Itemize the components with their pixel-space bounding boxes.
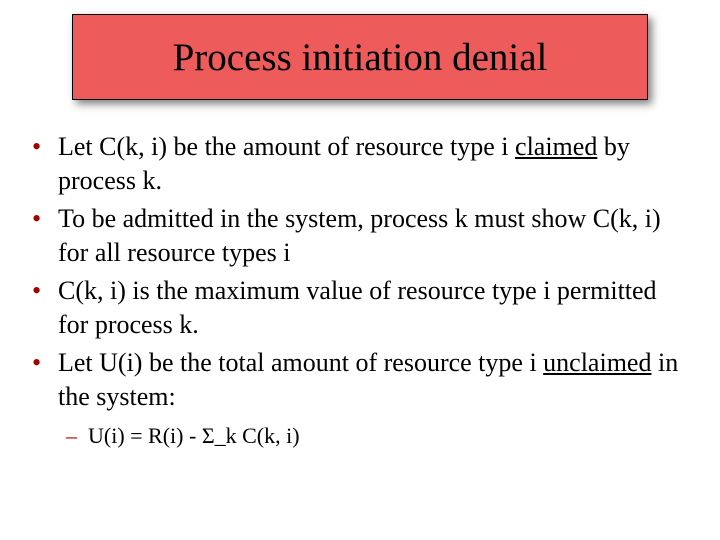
bullet-underlined: unclaimed bbox=[543, 348, 651, 377]
bullet-pre: To be admitted in the system, process k … bbox=[58, 204, 661, 267]
bullet-marker: • bbox=[30, 274, 58, 308]
sub-bullet-item: – U(i) = R(i) - Σ_k C(k, i) bbox=[30, 422, 690, 450]
bullet-marker: • bbox=[30, 346, 58, 380]
bullet-pre: Let C(k, i) be the amount of resource ty… bbox=[58, 132, 515, 161]
bullet-item: • To be admitted in the system, process … bbox=[30, 202, 690, 270]
sub-bullet-marker: – bbox=[66, 422, 88, 450]
bullet-text: Let C(k, i) be the amount of resource ty… bbox=[58, 130, 690, 198]
title-box: Process initiation denial bbox=[72, 14, 648, 100]
bullet-marker: • bbox=[30, 130, 58, 164]
bullet-text: C(k, i) is the maximum value of resource… bbox=[58, 274, 690, 342]
bullet-item: • C(k, i) is the maximum value of resour… bbox=[30, 274, 690, 342]
bullet-marker: • bbox=[30, 202, 58, 236]
bullet-underlined: claimed bbox=[515, 132, 597, 161]
bullet-text: To be admitted in the system, process k … bbox=[58, 202, 690, 270]
bullet-item: • Let U(i) be the total amount of resour… bbox=[30, 346, 690, 414]
bullet-pre: Let U(i) be the total amount of resource… bbox=[58, 348, 543, 377]
bullet-item: • Let C(k, i) be the amount of resource … bbox=[30, 130, 690, 198]
bullet-text: Let U(i) be the total amount of resource… bbox=[58, 346, 690, 414]
bullet-pre: C(k, i) is the maximum value of resource… bbox=[58, 276, 657, 339]
content-area: • Let C(k, i) be the amount of resource … bbox=[30, 130, 690, 450]
sub-bullet-text: U(i) = R(i) - Σ_k C(k, i) bbox=[88, 422, 300, 450]
slide-title: Process initiation denial bbox=[173, 35, 548, 80]
